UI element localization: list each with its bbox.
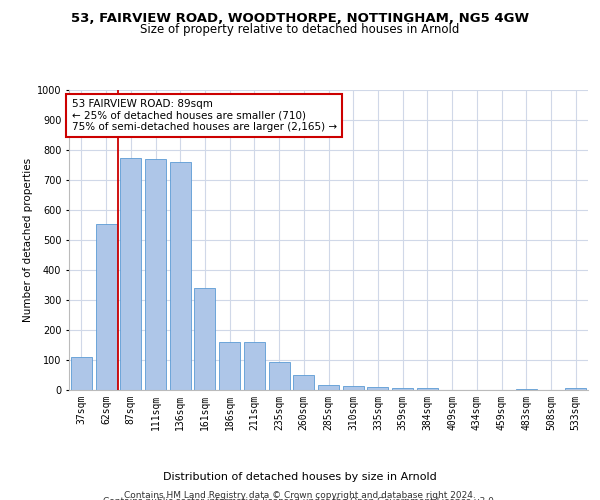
Bar [95, 224, 116, 390]
Text: 53, FAIRVIEW ROAD, WOODTHORPE, NOTTINGHAM, NG5 4GW: 53, FAIRVIEW ROAD, WOODTHORPE, NOTTINGHA… [71, 12, 529, 26]
Bar [71, 357, 92, 390]
Bar [367, 387, 388, 390]
Text: Contains HM Land Registry data © Crown copyright and database right 2024.: Contains HM Land Registry data © Crown c… [124, 491, 476, 500]
Bar [170, 162, 191, 390]
Bar [318, 384, 339, 390]
Bar [194, 288, 215, 390]
Bar [269, 362, 290, 390]
Text: Distribution of detached houses by size in Arnold: Distribution of detached houses by size … [163, 472, 437, 482]
Bar [293, 375, 314, 390]
Bar [417, 388, 438, 390]
Bar [145, 159, 166, 390]
Text: 53 FAIRVIEW ROAD: 89sqm
← 25% of detached houses are smaller (710)
75% of semi-d: 53 FAIRVIEW ROAD: 89sqm ← 25% of detache… [71, 99, 337, 132]
Bar [343, 386, 364, 390]
Y-axis label: Number of detached properties: Number of detached properties [23, 158, 32, 322]
Bar [516, 388, 537, 390]
Bar [120, 158, 141, 390]
Bar [392, 388, 413, 390]
Text: Size of property relative to detached houses in Arnold: Size of property relative to detached ho… [140, 22, 460, 36]
Bar [244, 342, 265, 390]
Bar [565, 388, 586, 390]
Text: Contains public sector information licensed under the Open Government Licence v3: Contains public sector information licen… [103, 498, 497, 500]
Bar [219, 342, 240, 390]
